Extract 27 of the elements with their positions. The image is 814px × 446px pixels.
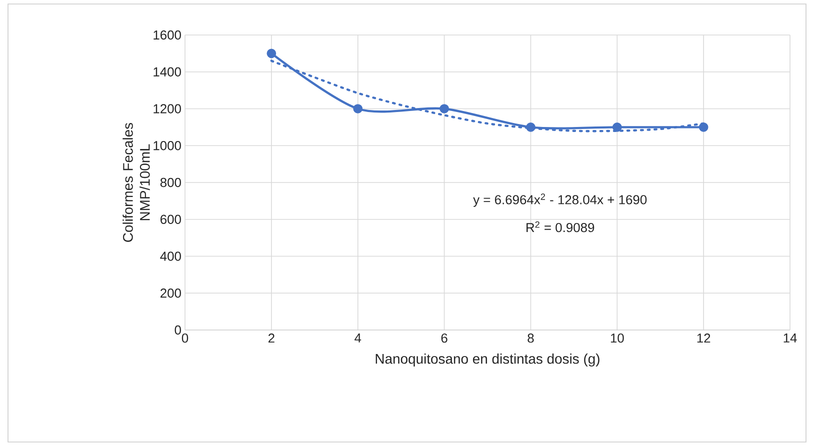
point [440,104,449,114]
x-tick-label: 2 [268,334,274,343]
y-tick-label: 1400 [154,67,181,76]
x-tick-label: 8 [528,334,534,343]
x-axis-title: Nanoquitosano en distintas dosis (g) [376,354,600,367]
y-tick-label: 1600 [154,30,181,40]
annotation: y = 6.6964x$^{2}$ - 128.04x + 1690 [473,194,647,207]
x-tick-label: 4 [354,334,362,342]
point [266,48,276,58]
y-tick-label: 200 [160,288,181,298]
x-tick-label: 12 [697,334,710,343]
y-tick-label: 1000 [154,141,181,150]
y-tick-label: 600 [160,214,181,224]
point [698,122,708,132]
y-tick-label: 800 [160,178,181,188]
x-tick-label: 14 [784,334,797,342]
y-tick-label: 400 [160,252,181,261]
point [526,122,536,132]
point [353,104,363,114]
point [612,122,622,132]
y-axis-title: Coliformes Fecales NMP/100mL [122,122,150,242]
annotation: R$^{2}$ = 0.9089 [526,221,594,232]
x-tick-label: 6 [441,334,448,343]
y-tick-label: 1200 [154,104,181,114]
x-tick-label: 10 [610,334,624,343]
x-tick-label: 0 [182,334,188,343]
y-tick-label: 0 [174,325,181,335]
